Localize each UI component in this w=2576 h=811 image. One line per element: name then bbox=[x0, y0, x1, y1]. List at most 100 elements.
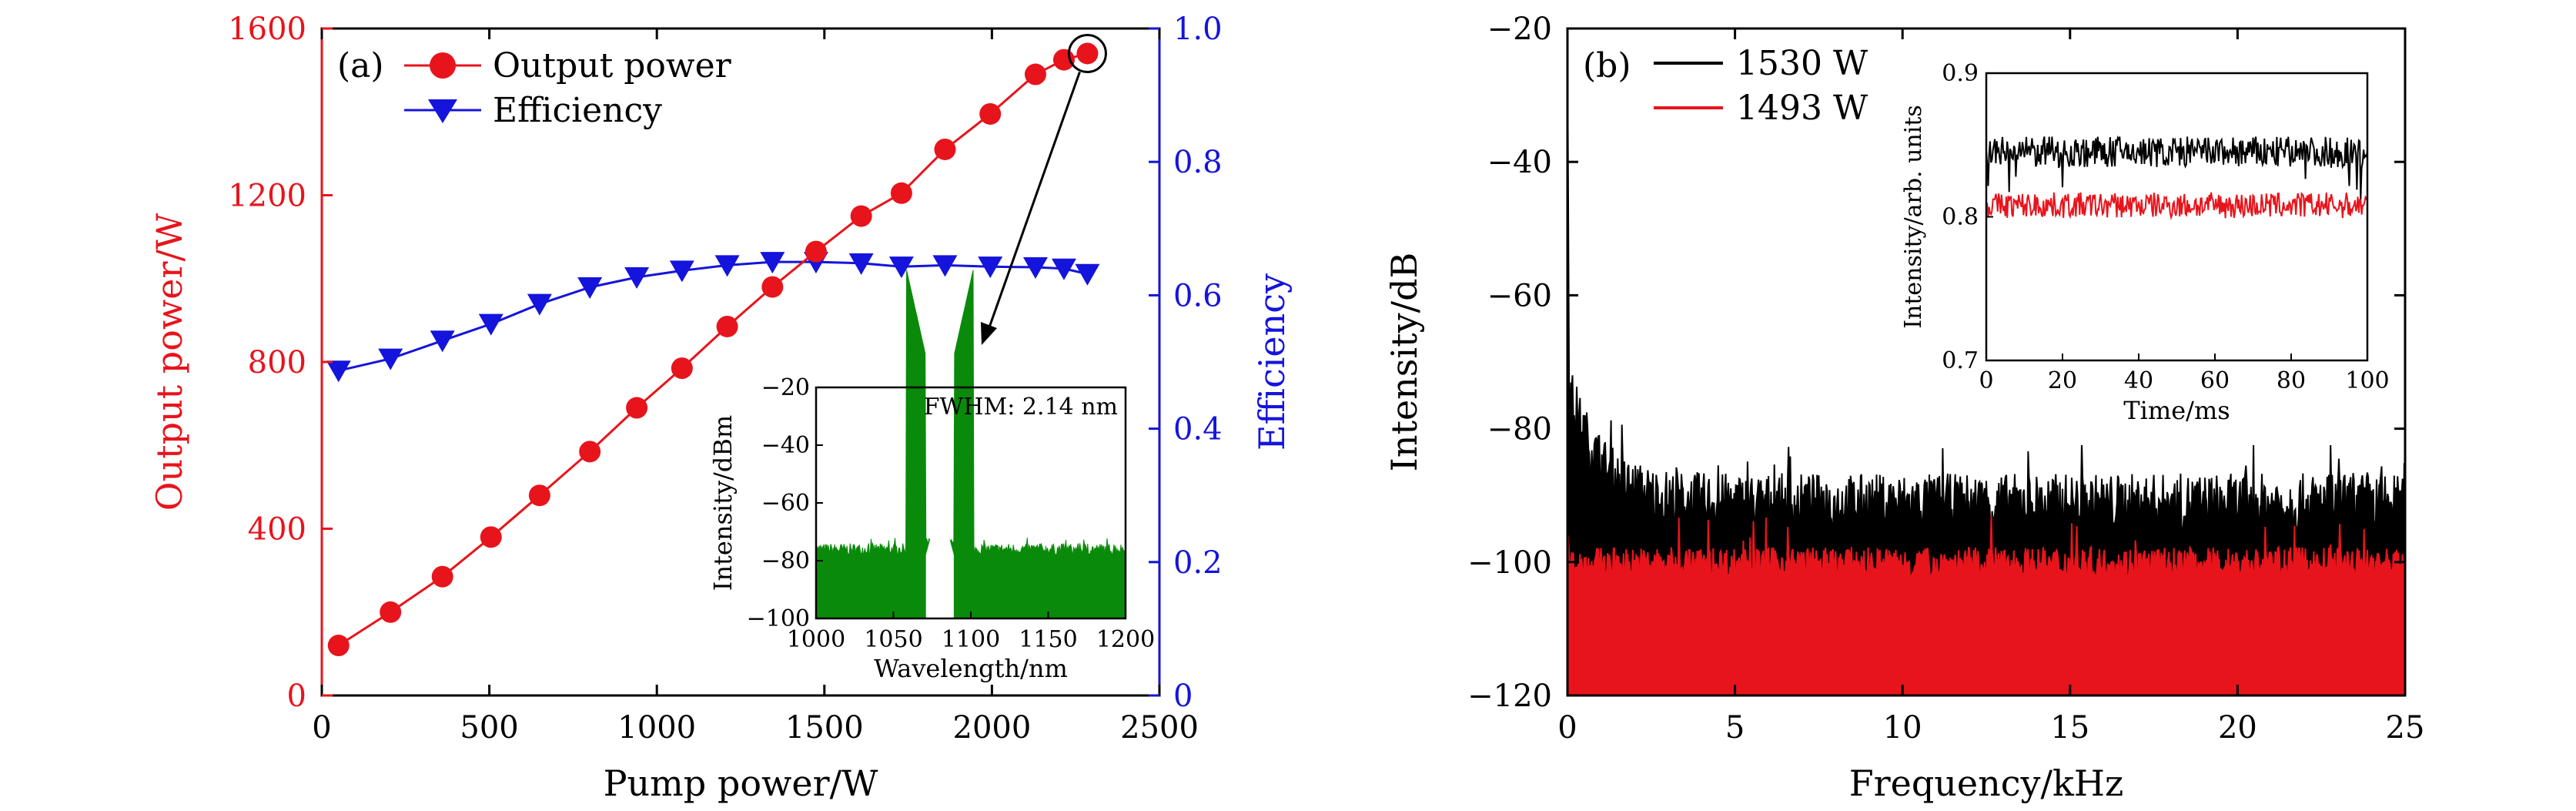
y-tick-label: 1600 bbox=[228, 12, 306, 47]
output-power-point bbox=[716, 315, 738, 337]
inset-trace-1530w bbox=[1986, 135, 2368, 200]
inset-x-tick-label: 80 bbox=[2277, 367, 2306, 394]
inset-x-tick-label: 1100 bbox=[942, 626, 1000, 653]
output-power-point bbox=[626, 397, 648, 419]
panel-a-legend: Output power Efficiency bbox=[404, 46, 732, 130]
y2-tick-label: 1.0 bbox=[1173, 12, 1223, 47]
inset-y-axis-label: Intensity/arb. units bbox=[1900, 105, 1927, 329]
panel-a: 1000 1050 1100 1150 1200 −100 −80 −60 −40 −20 FWHM… bbox=[149, 12, 1293, 804]
panel-b-y-axis-label: Intensity/dB bbox=[1383, 253, 1425, 472]
inset-background bbox=[1886, 65, 2383, 445]
output-power-point bbox=[1052, 49, 1075, 71]
series-1493w-area bbox=[1566, 515, 2406, 696]
x-tick-label: 0 bbox=[1557, 710, 1577, 746]
y2-tick-label: 0.4 bbox=[1173, 412, 1223, 447]
x-tick-label: 2500 bbox=[1120, 710, 1199, 746]
inset-y-tick-label: −100 bbox=[747, 605, 810, 632]
output-power-point bbox=[890, 182, 912, 204]
panel-a-y-axis-label: Output power/W bbox=[149, 213, 190, 511]
output-power-point bbox=[979, 102, 1002, 125]
panel-a-label: (a) bbox=[337, 46, 384, 85]
panel-b: 0 5 10 15 20 25 −120 −100 −80 −60 −40 −20 (b) 1530… bbox=[1383, 12, 2424, 804]
inset-x-tick-label: 20 bbox=[2048, 367, 2077, 394]
panel-b-plot-frame bbox=[1566, 27, 2407, 697]
inset-y-tick-label: 0.9 bbox=[1942, 60, 1979, 87]
efficiency-point bbox=[624, 267, 650, 290]
y-tick-label: 800 bbox=[248, 345, 306, 380]
inset-trace-1493w bbox=[1986, 191, 2368, 221]
efficiency-point bbox=[714, 255, 740, 277]
legend-1530w-label: 1530 W bbox=[1736, 44, 1868, 83]
y-tick-label: −120 bbox=[1467, 679, 1552, 714]
legend-efficiency-label: Efficiency bbox=[493, 91, 662, 130]
efficiency-point bbox=[378, 348, 403, 370]
y2-tick-label: 0.6 bbox=[1173, 278, 1223, 313]
panel-a-inset: 1000 1050 1100 1150 1200 −100 −80 −60 −40 −20 FWHM… bbox=[701, 270, 1155, 703]
y-tick-label: −100 bbox=[1467, 545, 1552, 581]
y2-tick-label: 0.8 bbox=[1173, 145, 1223, 180]
inset-y-tick-label: −80 bbox=[761, 548, 810, 575]
efficiency-point bbox=[669, 260, 694, 283]
inset-x-tick-label: 1000 bbox=[787, 626, 845, 653]
y-tick-label: 1200 bbox=[228, 179, 306, 214]
inset-x-axis-label: Wavelength/nm bbox=[874, 654, 1068, 683]
efficiency-point bbox=[932, 255, 958, 277]
series-1530w-area bbox=[1567, 42, 2406, 696]
y2-tick-label: 0 bbox=[1173, 679, 1193, 714]
output-power-point bbox=[761, 276, 784, 298]
panel-b-marks bbox=[1566, 42, 2406, 696]
inset-y-axis-label: Intensity/dBm bbox=[708, 415, 738, 591]
panel-a-y-ticks: 0 400 800 1200 1600 bbox=[228, 12, 333, 714]
panel-b-x-axis-label: Frequency/kHz bbox=[1849, 762, 2124, 804]
annotation-arrow-shaft bbox=[988, 71, 1081, 328]
panel-a-x-axis-label: Pump power/W bbox=[604, 762, 878, 804]
output-power-point bbox=[380, 601, 402, 623]
output-power-point bbox=[1076, 42, 1099, 65]
panel-a-x-ticks: 0 500 1000 1500 2000 2500 bbox=[312, 28, 1199, 746]
efficiency-point bbox=[1075, 263, 1100, 286]
x-tick-label: 10 bbox=[1883, 710, 1922, 746]
panel-b-x-ticks: 0 5 10 15 20 25 bbox=[1557, 28, 2424, 746]
x-tick-label: 500 bbox=[460, 710, 518, 746]
x-tick-label: 25 bbox=[2386, 710, 2425, 746]
inset-x-axis-label: Time/ms bbox=[2123, 396, 2230, 425]
efficiency-point bbox=[326, 360, 351, 383]
legend-1493w-label: 1493 W bbox=[1736, 89, 1868, 128]
efficiency-point bbox=[760, 252, 785, 274]
inset-y-tick-label: −20 bbox=[761, 374, 810, 401]
efficiency-point bbox=[978, 256, 1003, 279]
output-power-point bbox=[934, 138, 956, 160]
y-tick-label: −60 bbox=[1487, 278, 1552, 313]
efficiency-line bbox=[338, 260, 1088, 372]
y-tick-label: −20 bbox=[1487, 12, 1552, 47]
inset-x-tick-label: 100 bbox=[2345, 367, 2389, 394]
output-power-point bbox=[528, 484, 550, 507]
inset-peak-gap bbox=[925, 503, 954, 618]
output-power-point bbox=[671, 357, 693, 380]
x-tick-label: 2000 bbox=[953, 710, 1032, 746]
inset-x-tick-label: 1200 bbox=[1096, 626, 1155, 653]
x-tick-label: 1000 bbox=[617, 710, 696, 746]
inset-spectrum-area bbox=[815, 270, 1126, 619]
output-power-point bbox=[805, 240, 827, 263]
highlight-circle bbox=[1067, 33, 1107, 73]
panel-b-legend: 1530 W 1493 W bbox=[1654, 44, 1868, 128]
x-tick-label: 5 bbox=[1725, 710, 1745, 746]
y2-tick-label: 0.2 bbox=[1173, 545, 1223, 581]
annotation-arrow-head bbox=[981, 322, 997, 345]
efficiency-point bbox=[888, 256, 914, 279]
panel-a-marks bbox=[326, 33, 1107, 657]
y-tick-label: −80 bbox=[1487, 412, 1552, 447]
inset-y-tick-label: −40 bbox=[761, 432, 810, 459]
y-tick-label: −40 bbox=[1487, 145, 1552, 180]
panel-a-y2-ticks: 0 0.2 0.4 0.6 0.8 1.0 bbox=[1149, 12, 1223, 714]
inset-x-tick-label: 1050 bbox=[864, 626, 922, 653]
y-tick-label: 0 bbox=[287, 679, 306, 714]
y-tick-label: 400 bbox=[248, 512, 306, 548]
efficiency-point bbox=[527, 293, 552, 316]
panel-a-y2-axis-label: Efficiency bbox=[1251, 273, 1293, 451]
output-power-point bbox=[480, 526, 502, 548]
x-tick-label: 15 bbox=[2050, 710, 2089, 746]
legend-efficiency-marker bbox=[428, 99, 457, 123]
